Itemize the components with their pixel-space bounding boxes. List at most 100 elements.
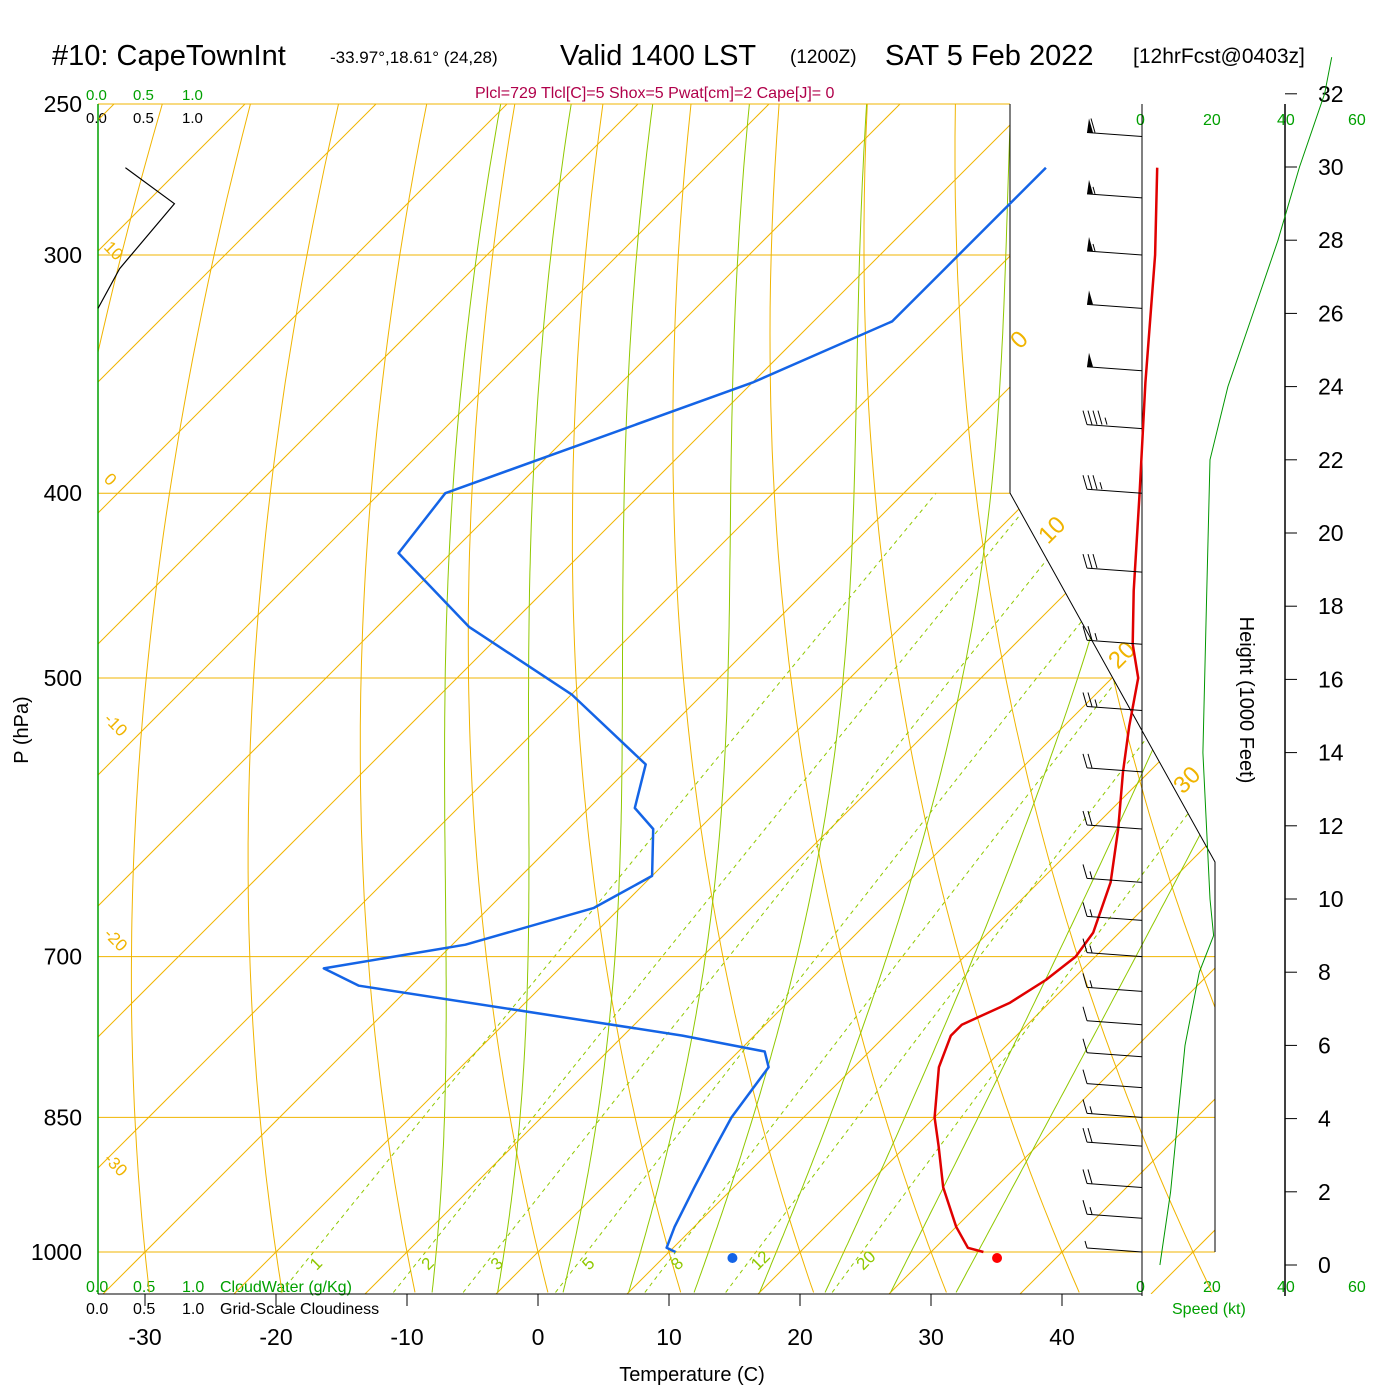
plot-frame bbox=[97, 104, 1286, 1296]
x-tick-label: 30 bbox=[918, 1324, 944, 1350]
wind-barb bbox=[1082, 1128, 1143, 1147]
barb-half-flag bbox=[1094, 699, 1098, 707]
moist-adiabat-line bbox=[562, 104, 658, 1293]
wind-barbs bbox=[1082, 118, 1143, 1253]
barb-flag bbox=[1082, 1128, 1088, 1143]
wind-barb bbox=[1082, 810, 1143, 830]
x-tick-label: 40 bbox=[1049, 1324, 1075, 1350]
barb-staff bbox=[1086, 1112, 1143, 1118]
barb-flag bbox=[1087, 1169, 1093, 1184]
barb-pennant bbox=[1087, 290, 1093, 305]
barb-staff bbox=[1086, 915, 1143, 921]
barb-flag bbox=[1082, 902, 1088, 917]
height-tick-label: 6 bbox=[1318, 1032, 1331, 1058]
barb-flag bbox=[1087, 554, 1093, 569]
speed-scale-top: 0 20 40 60 bbox=[1136, 112, 1366, 129]
barb-half-flag bbox=[1089, 1106, 1093, 1114]
cloudiness-tick: 0.0 bbox=[86, 110, 107, 127]
x-tick-label: 0 bbox=[532, 1324, 545, 1350]
dry-adiabat-line bbox=[1129, 104, 1215, 1293]
mixing-ratio-line bbox=[555, 492, 1184, 1293]
barb-flag bbox=[1087, 753, 1093, 768]
speed-tick: 20 bbox=[1203, 1279, 1221, 1296]
barb-staff bbox=[1086, 1213, 1143, 1219]
height-tick-label: 18 bbox=[1318, 593, 1344, 619]
x-tick-label: -10 bbox=[390, 1324, 423, 1350]
dry-adiabat-line bbox=[130, 104, 260, 1293]
height-tick-label: 24 bbox=[1318, 374, 1344, 400]
isotherm-label: -30 bbox=[100, 1149, 131, 1180]
barb-flag bbox=[1082, 864, 1088, 879]
wind-barb bbox=[1086, 352, 1143, 372]
speed-axis-label: Speed (kt) bbox=[1172, 1301, 1246, 1318]
barb-half-flag bbox=[1089, 945, 1093, 953]
isotherm-label: 0 bbox=[100, 469, 120, 489]
y-axis-label: P (hPa) bbox=[11, 696, 33, 763]
wind-barb bbox=[1086, 179, 1143, 199]
wind-barb bbox=[1082, 864, 1143, 883]
isotherm-line bbox=[626, 104, 1215, 1294]
dry-adiabat-line bbox=[98, 104, 173, 1293]
barb-staff bbox=[1086, 767, 1143, 773]
isotherm-line bbox=[98, 104, 377, 1294]
height-axis-label: Height (1000 Feet) bbox=[1235, 617, 1257, 784]
barb-flag bbox=[1092, 475, 1098, 490]
isotherm-label: 10 bbox=[1033, 511, 1071, 549]
pressure-tick-label: 300 bbox=[44, 242, 82, 268]
wind-barb bbox=[1084, 1240, 1143, 1253]
dry-adiabat-line bbox=[467, 104, 549, 1293]
wind-barb bbox=[1082, 410, 1143, 430]
cloudwater-tick: 0.5 bbox=[133, 1279, 155, 1296]
cloudwater-tick: 0.0 bbox=[86, 1279, 108, 1296]
wind-barb bbox=[1082, 554, 1143, 573]
pressure-tick-label: 500 bbox=[44, 665, 82, 691]
height-tick-label: 0 bbox=[1318, 1252, 1331, 1278]
speed-tick: 40 bbox=[1277, 112, 1295, 129]
wind-barb bbox=[1082, 475, 1143, 494]
barb-pennant bbox=[1087, 352, 1093, 367]
barb-staff bbox=[1086, 193, 1143, 199]
wind-barb bbox=[1082, 1006, 1143, 1026]
barb-flag bbox=[1082, 1006, 1088, 1021]
barb-staff bbox=[1086, 1020, 1143, 1026]
barb-staff bbox=[1086, 1083, 1143, 1089]
speed-tick: 60 bbox=[1348, 1279, 1366, 1296]
isotherm-line bbox=[364, 104, 1215, 1294]
barb-flag bbox=[1082, 1099, 1088, 1114]
cloudiness-tick: 0.5 bbox=[133, 110, 154, 127]
dry-adiabat-line bbox=[954, 104, 1213, 1293]
height-tick-label: 28 bbox=[1318, 227, 1344, 253]
pressure-tick-label: 1000 bbox=[31, 1239, 82, 1265]
barb-staff bbox=[1086, 986, 1143, 992]
dry-adiabat-line bbox=[769, 104, 947, 1293]
cloudwater-tick: 1.0 bbox=[182, 87, 203, 104]
barb-pennant bbox=[1087, 118, 1093, 133]
pressure-tick-label: 850 bbox=[44, 1104, 82, 1130]
mixing-ratio-label: 3 bbox=[487, 1254, 507, 1274]
station-coords: -33.97°,18.61° (24,28) bbox=[330, 48, 498, 67]
barb-half-flag bbox=[1089, 1207, 1093, 1215]
barb-staff bbox=[1086, 1182, 1143, 1188]
barb-staff bbox=[1086, 424, 1143, 430]
speed-tick: 0 bbox=[1136, 112, 1145, 129]
isotherm-label: 10 bbox=[100, 237, 127, 264]
surface-temperature-marker bbox=[992, 1253, 1003, 1263]
utc-time: (1200Z) bbox=[790, 47, 857, 68]
height-tick-label: 20 bbox=[1318, 520, 1344, 546]
barb-flag bbox=[1087, 410, 1093, 425]
barb-pennant bbox=[1087, 236, 1093, 251]
height-tick-label: 22 bbox=[1318, 447, 1344, 473]
x-tick-label: 20 bbox=[787, 1324, 813, 1350]
barb-flag bbox=[1087, 626, 1093, 641]
dry-adiabat-line bbox=[863, 104, 1080, 1293]
barb-staff bbox=[1086, 488, 1143, 494]
dewpoint-profile bbox=[322, 166, 1047, 1254]
mixing-ratio-label: 8 bbox=[667, 1254, 687, 1274]
height-tick-label: 16 bbox=[1318, 666, 1344, 692]
isotherm-line bbox=[757, 104, 1215, 1294]
barb-half-flag bbox=[1099, 482, 1103, 490]
mixing-ratio-line bbox=[644, 492, 1215, 1293]
